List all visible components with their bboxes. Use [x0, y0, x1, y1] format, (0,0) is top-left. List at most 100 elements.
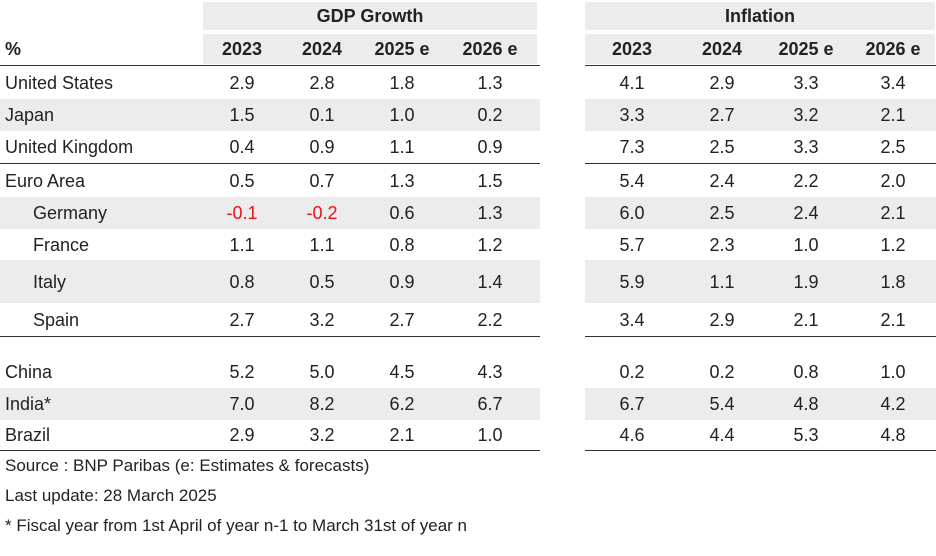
gdp-value: 0.5: [309, 271, 335, 292]
row-label: Germany: [33, 203, 108, 223]
rule: [0, 163, 540, 164]
inflation-value: 1.2: [880, 234, 906, 255]
inflation-value: 2.1: [880, 105, 906, 125]
footnote: Last update: 28 March 2025: [5, 486, 217, 505]
column-header: 2023: [611, 39, 653, 59]
gdp-value: -0.2: [306, 203, 338, 223]
gdp-value: 0.9: [389, 271, 415, 292]
gdp-value: 0.9: [477, 137, 503, 157]
column-header: 2026 e: [865, 39, 921, 59]
inflation-value: 5.4: [709, 394, 735, 414]
gdp-value: 5.2: [229, 362, 255, 382]
gdp-value: 1.3: [389, 171, 415, 191]
inflation-value: 4.8: [880, 425, 906, 445]
gdp-value: 2.9: [229, 73, 255, 93]
gdp-value: 2.7: [389, 309, 415, 330]
gdp-value: 3.2: [309, 309, 335, 330]
gdp-value: 1.1: [389, 137, 415, 157]
row-label: Japan: [5, 105, 55, 125]
gdp-value: 2.1: [389, 425, 415, 445]
column-header: 2026 e: [462, 39, 518, 59]
gdp-value: 0.9: [309, 137, 335, 157]
gdp-value: 1.8: [389, 73, 415, 93]
header-band: [585, 34, 935, 64]
row-label: United Kingdom: [5, 137, 134, 157]
row-band: [0, 260, 540, 303]
inflation-value: 2.0: [880, 171, 906, 191]
gdp-value: 1.3: [477, 73, 503, 93]
inflation-value: 1.0: [793, 234, 819, 255]
row-band: [585, 99, 936, 131]
gdp-value: 1.5: [477, 171, 503, 191]
row-label: Italy: [33, 271, 67, 292]
inflation-value: 4.2: [880, 394, 906, 414]
gdp-value: 2.9: [229, 425, 255, 445]
row-label: Euro Area: [5, 171, 86, 191]
row-label: India*: [5, 394, 52, 414]
inflation-value: 3.2: [793, 105, 819, 125]
row-band: [585, 197, 936, 229]
inflation-value: 2.7: [709, 105, 735, 125]
unit-label: %: [5, 39, 22, 59]
gdp-value: 0.5: [229, 171, 255, 191]
inflation-value: 2.5: [709, 203, 735, 223]
column-header: 2025 e: [374, 39, 430, 59]
column-header: 2023: [221, 39, 263, 59]
gdp-value: 1.1: [229, 234, 255, 255]
rule: [585, 65, 936, 66]
inflation-value: 2.1: [880, 203, 906, 223]
inflation-value: 4.1: [619, 73, 645, 93]
gdp-value: 5.0: [309, 362, 335, 382]
gdp-value: 6.7: [477, 394, 503, 414]
inflation-value: 2.4: [793, 203, 819, 223]
inflation-value: 7.3: [619, 137, 645, 157]
inflation-value: 5.4: [619, 171, 645, 191]
inflation-value: 6.7: [619, 394, 645, 414]
gdp-value: 2.8: [309, 73, 335, 93]
gdp-value: 1.0: [477, 425, 503, 445]
gdp-value: 0.4: [229, 137, 255, 157]
inflation-value: 1.0: [880, 362, 906, 382]
row-band: [585, 260, 936, 303]
rule: [585, 336, 936, 337]
inflation-value: 3.4: [619, 309, 645, 330]
inflation-value: 2.9: [709, 309, 735, 330]
inflation-value: 4.8: [793, 394, 819, 414]
column-header: 2025 e: [778, 39, 834, 59]
gdp-value: 1.4: [477, 271, 503, 292]
inflation-value: 1.1: [709, 271, 735, 292]
gdp-value: 4.5: [389, 362, 415, 382]
inflation-value: 2.4: [709, 171, 735, 191]
gdp-value: 8.2: [309, 394, 335, 414]
column-header: 2024: [701, 39, 743, 59]
group-title: GDP Growth: [316, 6, 424, 26]
row-label: Brazil: [5, 425, 51, 445]
inflation-value: 3.3: [793, 73, 819, 93]
gdp-value: 3.2: [309, 425, 335, 445]
gdp-value: 0.7: [309, 171, 335, 191]
inflation-value: 2.2: [793, 171, 819, 191]
row-label: France: [33, 234, 90, 255]
header-band: [585, 2, 935, 30]
group-title: Inflation: [725, 6, 795, 26]
inflation-value: 1.8: [880, 271, 906, 292]
row-band: [585, 388, 936, 420]
inflation-value: 3.3: [619, 105, 645, 125]
inflation-value: 3.4: [880, 73, 906, 93]
row-band: [0, 99, 540, 131]
gdp-value: 1.1: [309, 234, 335, 255]
inflation-value: 2.3: [709, 234, 735, 255]
gdp-value: 2.7: [229, 309, 255, 330]
inflation-value: 4.6: [619, 425, 645, 445]
inflation-value: 5.7: [619, 234, 645, 255]
gdp-value: 6.2: [389, 394, 415, 414]
row-band: [0, 388, 540, 420]
inflation-value: 1.9: [793, 271, 819, 292]
gdp-value: 0.2: [477, 105, 503, 125]
inflation-value: 2.1: [793, 309, 819, 330]
inflation-value: 2.1: [880, 309, 906, 330]
gdp-value: 2.2: [477, 309, 503, 330]
rule: [0, 336, 540, 337]
inflation-value: 0.8: [793, 362, 819, 382]
